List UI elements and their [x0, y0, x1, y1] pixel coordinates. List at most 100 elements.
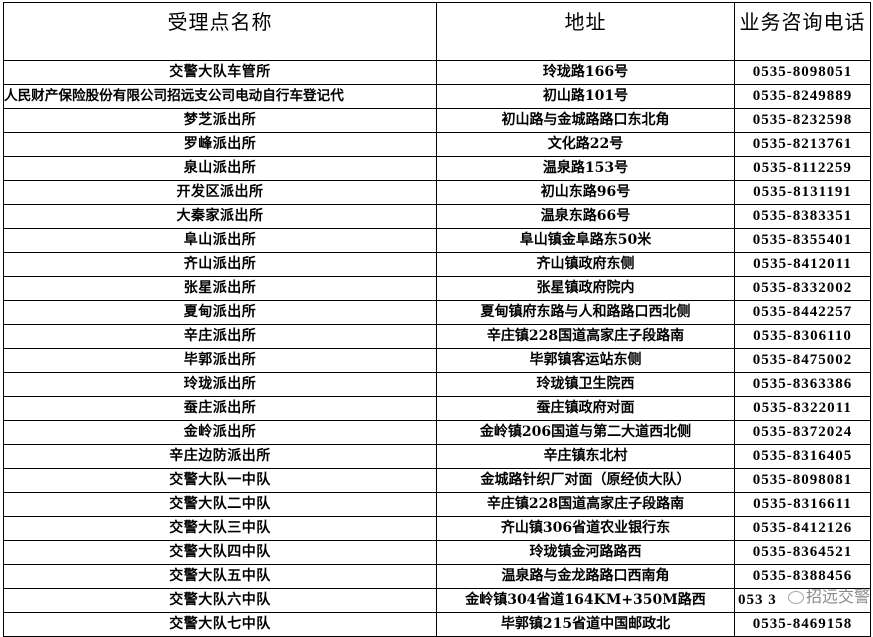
table-row: 交警大队六中队 金岭镇304省道164KM+350M路西 053 3: [3, 588, 871, 613]
cell-name: 大秦家派出所: [3, 204, 437, 229]
table-row: 阜山派出所 阜山镇金阜路东50米 0535-8355401: [3, 228, 871, 253]
cell-phone: 0535-8388456: [734, 564, 871, 589]
cell-name: 人民财产保险股份有限公司招远支公司电动自行车登记代: [3, 84, 437, 109]
cell-address: 玲珑路166号: [436, 60, 735, 85]
cell-phone: 0535-8332002: [734, 276, 871, 301]
cell-name: 齐山派出所: [3, 252, 437, 277]
cell-name: 夏甸派出所: [3, 300, 437, 325]
cell-phone: 0535-8131191: [734, 180, 871, 205]
table-row: 夏甸派出所 夏甸镇府东路与人和路路口西北侧 0535-8442257: [3, 300, 871, 325]
cell-address: 毕郭镇客运站东侧: [436, 348, 735, 373]
header-address: 地址: [436, 2, 735, 61]
table-row: 蚕庄派出所 蚕庄镇政府对面 0535-8322011: [3, 396, 871, 421]
header-phone: 业务咨询电话: [734, 2, 871, 61]
cell-phone: 0535-8383351: [734, 204, 871, 229]
table-row: 梦芝派出所 初山路与金城路路口东北角 0535-8232598: [3, 108, 871, 133]
cell-address: 阜山镇金阜路东50米: [436, 228, 735, 253]
cell-phone: 0535-8442257: [734, 300, 871, 325]
table-row: 大秦家派出所 温泉东路66号 0535-8383351: [3, 204, 871, 229]
cell-address: 玲珑镇金河路路西: [436, 540, 735, 565]
cell-address: 辛庄镇228国道高家庄子段路南: [436, 492, 735, 517]
cell-name: 罗峰派出所: [3, 132, 437, 157]
cell-name: 金岭派出所: [3, 420, 437, 445]
cell-phone: 0535-8475002: [734, 348, 871, 373]
table-row: 玲珑派出所 玲珑镇卫生院西 0535-8363386: [3, 372, 871, 397]
table-row: 泉山派出所 温泉路153号 0535-8112259: [3, 156, 871, 181]
table-row: 毕郭派出所 毕郭镇客运站东侧 0535-8475002: [3, 348, 871, 373]
cell-name: 交警大队二中队: [3, 492, 437, 517]
cell-address: 辛庄镇228国道高家庄子段路南: [436, 324, 735, 349]
cell-phone: 0535-8412126: [734, 516, 871, 541]
cell-phone: 0535-8098051: [734, 60, 871, 85]
cell-name: 交警大队三中队: [3, 516, 437, 541]
cell-address: 文化路22号: [436, 132, 735, 157]
table-row: 交警大队二中队 辛庄镇228国道高家庄子段路南 0535-8316611: [3, 492, 871, 517]
cell-phone: 0535-8098081: [734, 468, 871, 493]
cell-address: 温泉路与金龙路路口西南角: [436, 564, 735, 589]
cell-phone: 0535-8232598: [734, 108, 871, 133]
table-row: 交警大队七中队 毕郭镇215省道中国邮政北 0535-8469158: [3, 612, 871, 637]
cell-address: 张星镇政府院内: [436, 276, 735, 301]
table-row: 张星派出所 张星镇政府院内 0535-8332002: [3, 276, 871, 301]
cell-phone: 053 3: [734, 588, 871, 613]
cell-name: 毕郭派出所: [3, 348, 437, 373]
watermark-text: 招远交警: [806, 587, 871, 606]
cell-address: 温泉路153号: [436, 156, 735, 181]
cell-address: 蚕庄镇政府对面: [436, 396, 735, 421]
table-row: 辛庄派出所 辛庄镇228国道高家庄子段路南 0535-8306110: [3, 324, 871, 349]
cell-name: 交警大队七中队: [3, 612, 437, 637]
cell-address: 辛庄镇东北村: [436, 444, 735, 469]
watermark: 招远交警: [788, 588, 870, 606]
cell-name: 张星派出所: [3, 276, 437, 301]
cell-name: 梦芝派出所: [3, 108, 437, 133]
cell-address: 金岭镇304省道164KM+350M路西: [436, 588, 735, 613]
cell-address: 齐山镇306省道农业银行东: [436, 516, 735, 541]
cell-name: 玲珑派出所: [3, 372, 437, 397]
wechat-icon: [788, 590, 804, 604]
cell-phone: 0535-8372024: [734, 420, 871, 445]
cell-phone: 0535-8112259: [734, 156, 871, 181]
cell-phone: 0535-8469158: [734, 612, 871, 637]
cell-name: 交警大队六中队: [3, 588, 437, 613]
service-points-table: 受理点名称 地址 业务咨询电话 交警大队车管所 玲珑路166号 0535-80980…: [3, 2, 871, 637]
cell-phone: 0535-8213761: [734, 132, 871, 157]
cell-name: 交警大队车管所: [3, 60, 437, 85]
header-name: 受理点名称: [3, 2, 437, 61]
cell-phone: 0535-8364521: [734, 540, 871, 565]
cell-name: 开发区派出所: [3, 180, 437, 205]
table-row: 齐山派出所 齐山镇政府东侧 0535-8412011: [3, 252, 871, 277]
cell-name: 辛庄派出所: [3, 324, 437, 349]
table-row: 人民财产保险股份有限公司招远支公司电动自行车登记代 初山路101号 0535-824…: [3, 84, 871, 109]
cell-phone: 0535-8363386: [734, 372, 871, 397]
cell-address: 金城路针织厂对面（原经侦大队）: [436, 468, 735, 493]
table-row: 辛庄边防派出所 辛庄镇东北村 0535-8316405: [3, 444, 871, 469]
cell-name: 泉山派出所: [3, 156, 437, 181]
cell-phone: 0535-8316405: [734, 444, 871, 469]
cell-phone: 0535-8322011: [734, 396, 871, 421]
table-row: 开发区派出所 初山东路96号 0535-8131191: [3, 180, 871, 205]
table-row: 金岭派出所 金岭镇206国道与第二大道西北侧 0535-8372024: [3, 420, 871, 445]
table-row: 交警大队三中队 齐山镇306省道农业银行东 0535-8412126: [3, 516, 871, 541]
table-row: 罗峰派出所 文化路22号 0535-8213761: [3, 132, 871, 157]
cell-phone: 0535-8412011: [734, 252, 871, 277]
cell-address: 金岭镇206国道与第二大道西北侧: [436, 420, 735, 445]
cell-address: 玲珑镇卫生院西: [436, 372, 735, 397]
table-row: 交警大队五中队 温泉路与金龙路路口西南角 0535-8388456: [3, 564, 871, 589]
cell-address: 初山路与金城路路口东北角: [436, 108, 735, 133]
cell-phone: 0535-8306110: [734, 324, 871, 349]
cell-address: 毕郭镇215省道中国邮政北: [436, 612, 735, 637]
cell-address: 初山东路96号: [436, 180, 735, 205]
cell-name: 交警大队一中队: [3, 468, 437, 493]
table-row: 交警大队一中队 金城路针织厂对面（原经侦大队） 0535-8098081: [3, 468, 871, 493]
table-row: 交警大队车管所 玲珑路166号 0535-8098051: [3, 60, 871, 85]
cell-phone: 0535-8355401: [734, 228, 871, 253]
cell-name: 蚕庄派出所: [3, 396, 437, 421]
cell-phone: 0535-8316611: [734, 492, 871, 517]
header-row: 受理点名称 地址 业务咨询电话: [3, 2, 871, 61]
cell-address: 齐山镇政府东侧: [436, 252, 735, 277]
cell-name: 辛庄边防派出所: [3, 444, 437, 469]
cell-name: 交警大队五中队: [3, 564, 437, 589]
table-row: 交警大队四中队 玲珑镇金河路路西 0535-8364521: [3, 540, 871, 565]
cell-name: 交警大队四中队: [3, 540, 437, 565]
cell-address: 初山路101号: [436, 84, 735, 109]
